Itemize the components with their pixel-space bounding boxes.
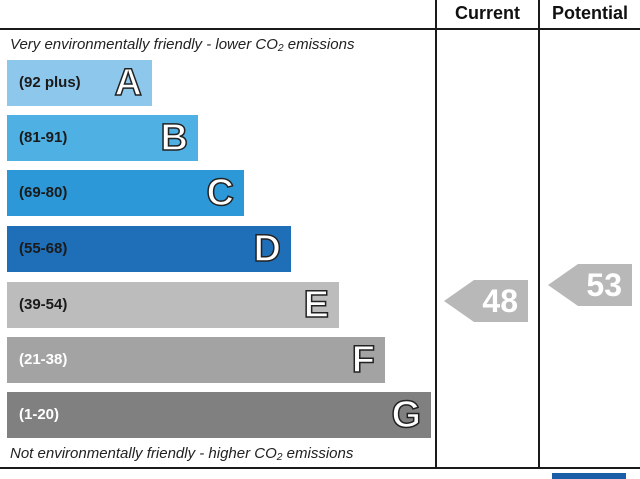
potential-rating-arrow: 53 (548, 264, 632, 306)
bottom-note: Not environmentally friendly - higher CO… (10, 445, 354, 462)
band-g: (1-20) G (7, 392, 431, 438)
band-letter-label: D (253, 227, 282, 271)
band-range-label: (92 plus) (19, 74, 81, 91)
band-range-label: (81-91) (19, 129, 68, 146)
current-column-header: Current (454, 3, 520, 23)
band-e: (39-54) E (7, 282, 339, 328)
band-letter-label: G (391, 393, 422, 437)
column-divider-left (435, 0, 437, 469)
band-a: (92 plus) A (7, 60, 152, 106)
current-rating-value: 48 (482, 283, 518, 319)
band-letter-label: F (351, 338, 376, 382)
potential-rating-value: 53 (586, 267, 622, 303)
band-range-label: (39-54) (19, 296, 68, 313)
current-rating-arrow: 48 (444, 280, 528, 322)
column-divider-right (538, 0, 540, 469)
band-letter-label: E (303, 283, 330, 327)
footer-tab (552, 473, 626, 479)
band-f: (21-38) F (7, 337, 385, 383)
bottom-divider (0, 467, 640, 469)
band-range-label: (21-38) (19, 351, 68, 368)
band-range-label: (55-68) (19, 240, 68, 257)
band-range-label: (69-80) (19, 184, 68, 201)
band-letter-label: B (160, 116, 189, 160)
potential-column-header: Potential (551, 3, 628, 23)
band-b: (81-91) B (7, 115, 198, 161)
top-note: Very environmentally friendly - lower CO… (10, 36, 355, 53)
band-letter-label: C (206, 171, 235, 215)
band-letter-label: A (114, 61, 143, 105)
band-c: (69-80) C (7, 170, 244, 216)
band-d: (55-68) D (7, 226, 291, 272)
header-divider (0, 28, 640, 30)
band-range-label: (1-20) (19, 406, 60, 423)
